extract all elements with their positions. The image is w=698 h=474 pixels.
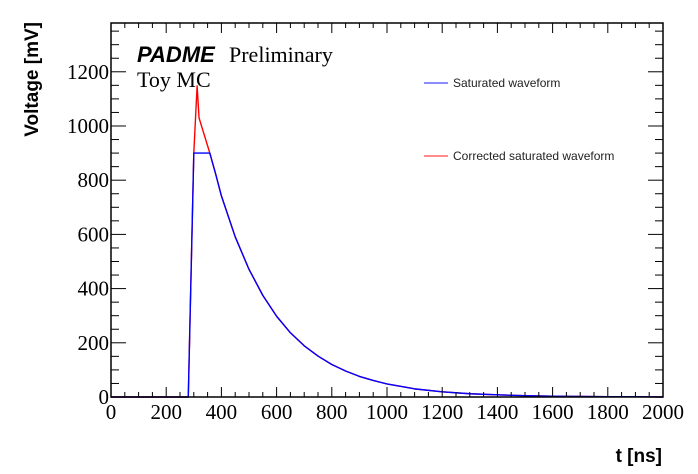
x-axis-title: t [ns] <box>616 446 662 467</box>
legend-item: Saturated waveform <box>424 76 560 90</box>
y-tick-label: 200 <box>78 331 110 355</box>
status-label: Preliminary <box>229 42 333 67</box>
legend-item: Corrected saturated waveform <box>424 149 614 163</box>
y-axis-title: Voltage [mV] <box>22 22 43 137</box>
annotation: PADME Preliminary Toy MC <box>137 42 333 92</box>
x-tick-label: 1000 <box>366 400 408 424</box>
x-tick-label: 1600 <box>532 400 574 424</box>
y-tick-label: 400 <box>78 277 110 301</box>
x-tick-label: 1800 <box>587 400 629 424</box>
series-line-corrected-saturated-waveform <box>111 85 664 398</box>
x-tick-labels: 0 200 400 600 800 1000 1200 1400 1600 1800 2000 <box>106 400 684 424</box>
x-tick-label: 1200 <box>421 400 463 424</box>
x-tick-label: 400 <box>206 400 238 424</box>
y-tick-label: 0 <box>99 385 110 409</box>
y-tick-label: 1200 <box>67 60 109 84</box>
y-tick-labels: 0 200 400 600 800 1000 1200 <box>67 60 109 409</box>
experiment-label: PADME <box>137 42 216 67</box>
x-tick-label: 0 <box>106 400 117 424</box>
legend: Saturated waveform Corrected saturated wa… <box>424 76 614 163</box>
x-tick-label: 800 <box>316 400 348 424</box>
y-tick-label: 800 <box>78 168 110 192</box>
series-line-saturated-waveform <box>111 152 664 398</box>
x-tick-label: 1400 <box>476 400 518 424</box>
sample-label: Toy MC <box>137 67 211 92</box>
legend-label: Corrected saturated waveform <box>453 149 614 163</box>
series-layer <box>111 85 664 398</box>
y-tick-label: 600 <box>78 222 110 246</box>
y-tick-label: 1000 <box>67 114 109 138</box>
x-tick-label: 600 <box>261 400 293 424</box>
x-tick-label: 200 <box>150 400 182 424</box>
legend-label: Saturated waveform <box>453 76 560 90</box>
plot-frame <box>110 22 664 398</box>
x-tick-label: 2000 <box>642 400 684 424</box>
